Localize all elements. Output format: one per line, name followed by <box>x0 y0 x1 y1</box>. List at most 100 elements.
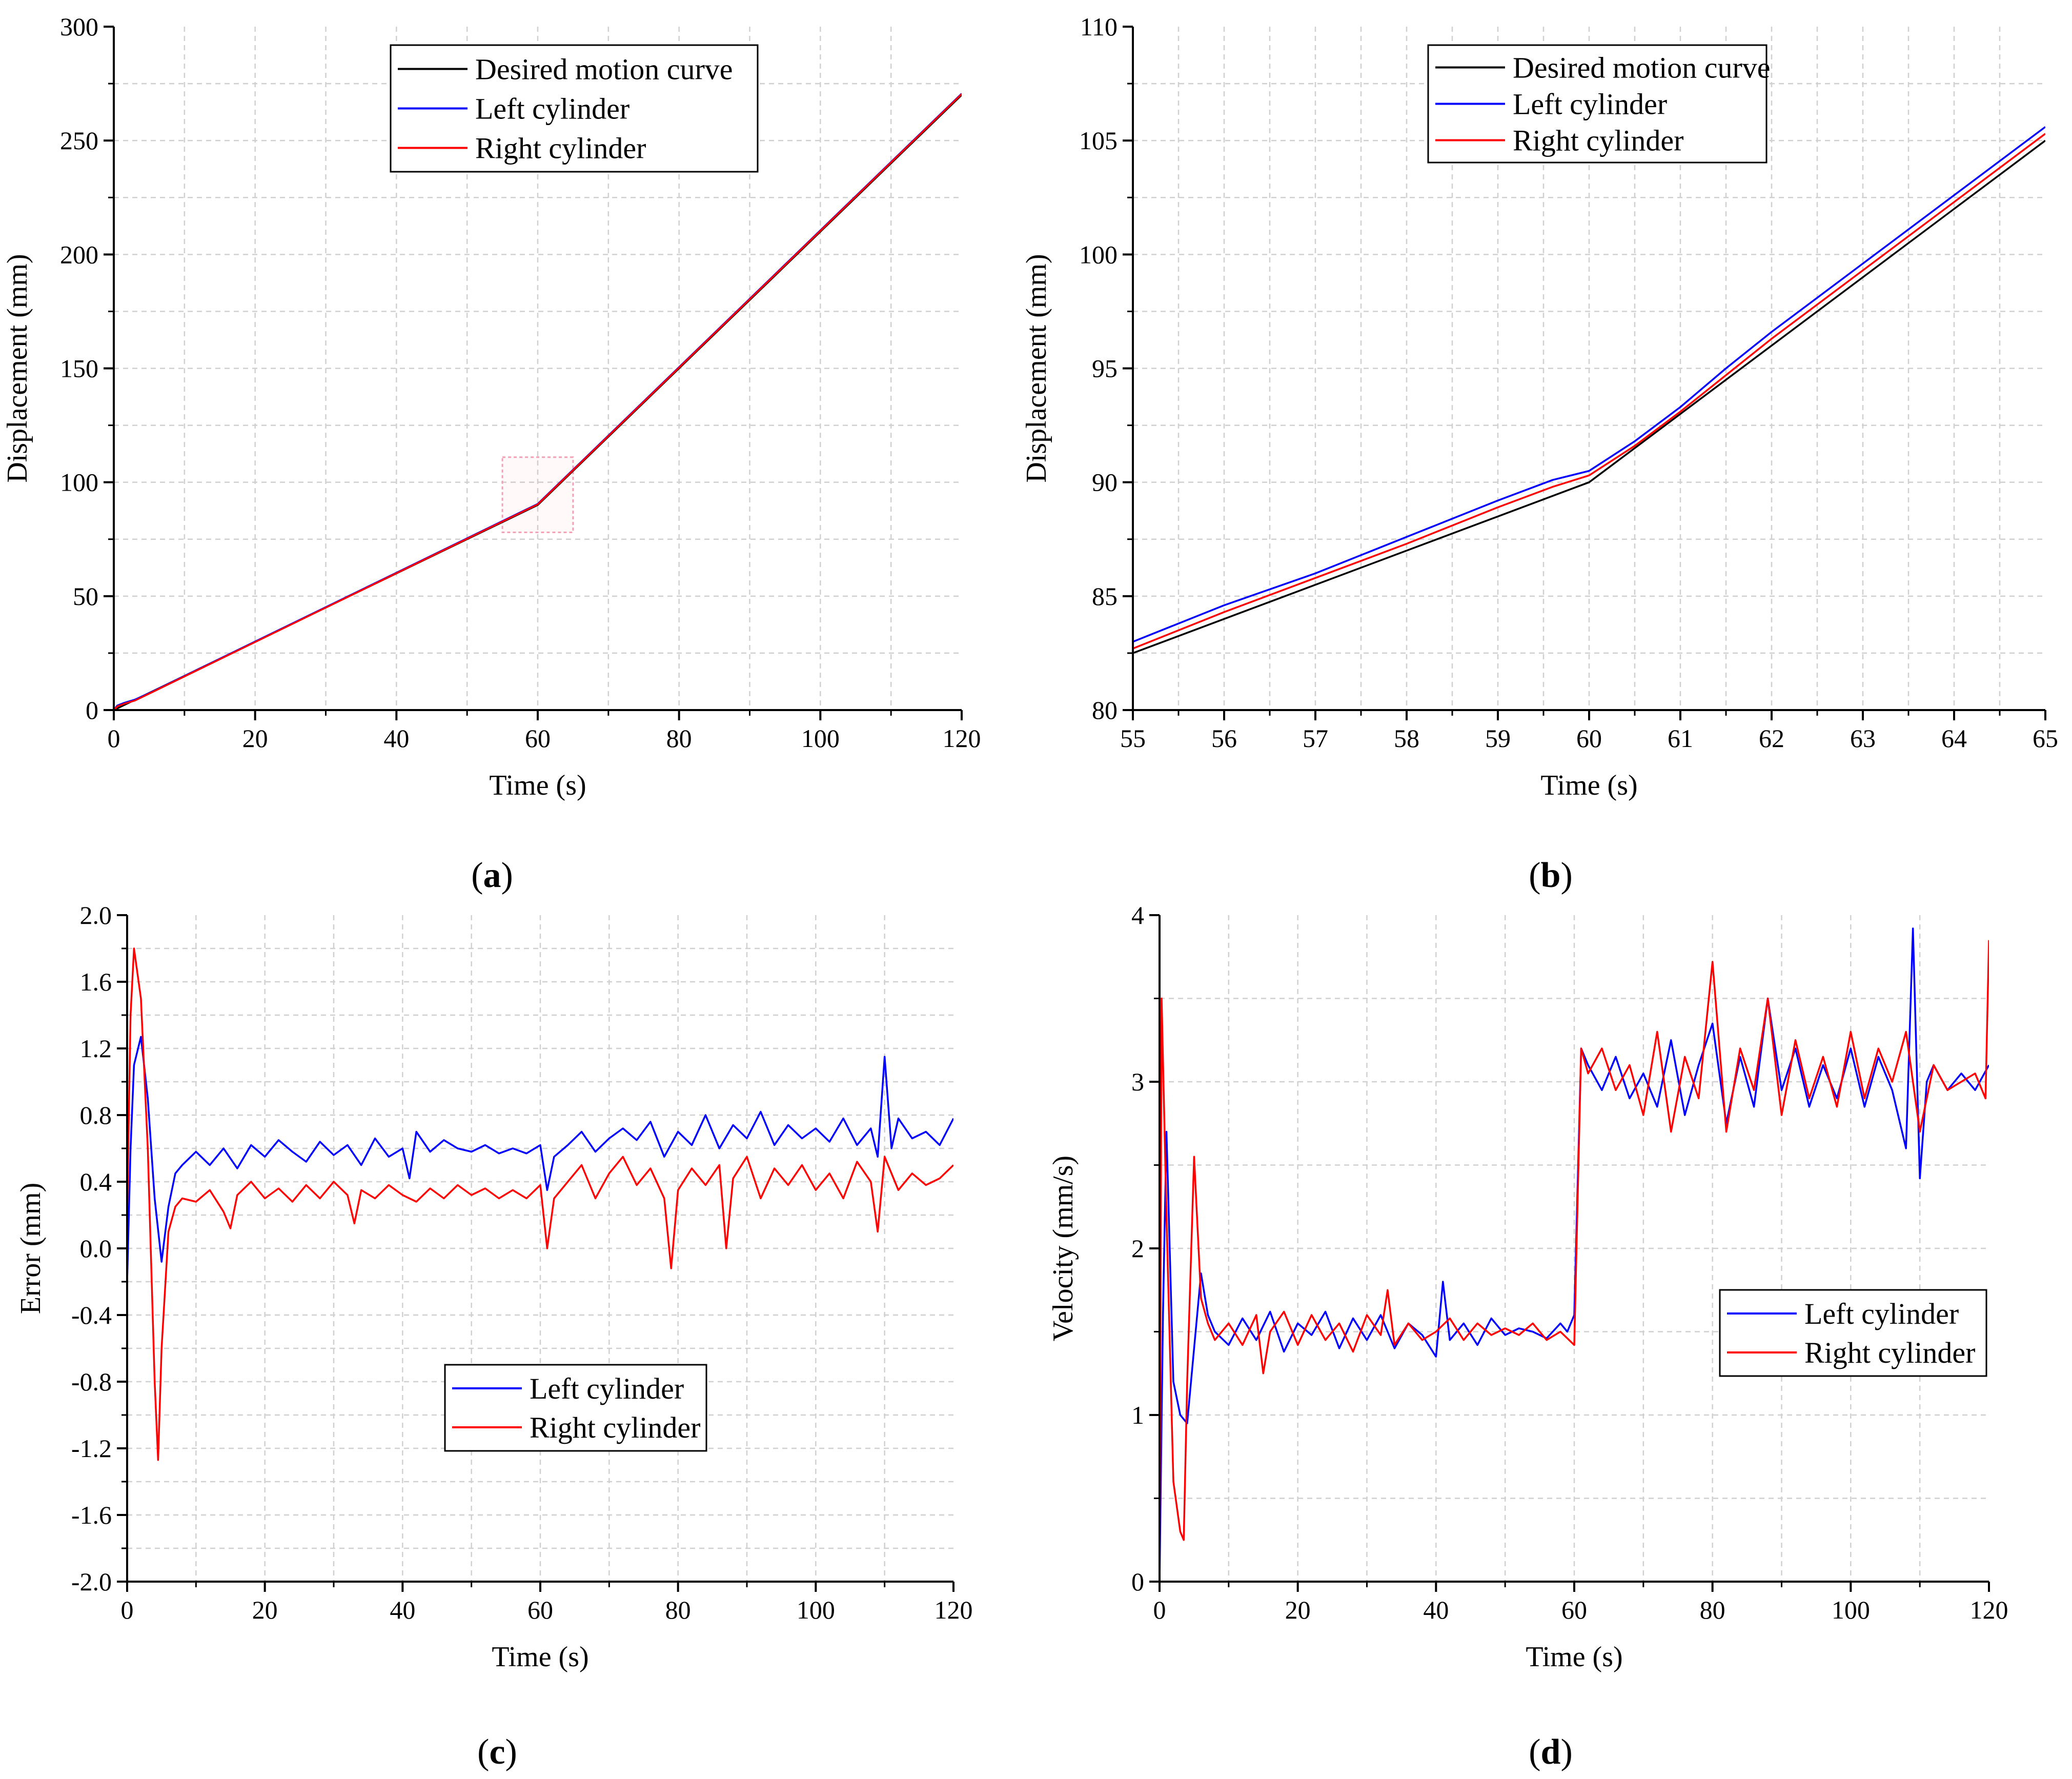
series-line-left-cylinder <box>1160 927 1989 1582</box>
x-tick-label: 61 <box>1668 724 1693 753</box>
series-line-right-cylinder <box>114 93 962 710</box>
panel-caption-letter: d <box>1541 1732 1561 1772</box>
x-axis-label: Time (s) <box>492 1641 588 1673</box>
y-tick-label: -2.0 <box>71 1567 112 1596</box>
series-line-right-cylinder <box>127 947 953 1461</box>
y-tick-label: 2.0 <box>80 901 112 929</box>
x-tick-label: 56 <box>1211 724 1237 753</box>
y-tick-label: 2 <box>1131 1234 1144 1263</box>
x-tick-label: 80 <box>665 1595 691 1624</box>
x-tick-label: 60 <box>525 724 551 753</box>
x-tick-label: 20 <box>242 724 268 753</box>
x-tick-label: 58 <box>1394 724 1419 753</box>
legend-label: Right cylinder <box>1513 124 1683 157</box>
panel-caption: (c) <box>477 1732 517 1772</box>
y-tick-label: 100 <box>1079 240 1118 269</box>
panel-c: 0 20 40 60 80 100 120 -2.0 -1.6 -1.2 -0.8 -0.4 0.0 0.… <box>15 901 973 1772</box>
x-tick-label: 60 <box>1576 724 1602 753</box>
y-tick-label: 0 <box>1131 1567 1144 1596</box>
x-tick-label: 57 <box>1303 724 1328 753</box>
x-tick-label: 80 <box>666 724 692 753</box>
x-tick-label: 59 <box>1485 724 1511 753</box>
x-tick-label: 100 <box>801 724 840 753</box>
x-axis-label: Time (s) <box>1540 770 1637 801</box>
legend-label: Desired motion curve <box>475 53 733 86</box>
panel-caption-letter: a <box>483 856 501 895</box>
legend-label: Right cylinder <box>1804 1336 1975 1369</box>
series-line-left-cylinder <box>1133 126 2045 643</box>
x-tick-label: 0 <box>108 724 120 753</box>
legend-label: Left cylinder <box>1804 1297 1959 1330</box>
x-tick-label: 20 <box>252 1595 278 1624</box>
y-axis-label: Displacement (mm) <box>1021 254 1052 482</box>
y-tick-label: -0.4 <box>71 1301 112 1329</box>
x-tick-label: 100 <box>797 1595 835 1624</box>
panel-caption: (b) <box>1529 856 1573 895</box>
y-tick-label: 110 <box>1080 12 1118 41</box>
panel-d: 0 20 40 60 80 100 120 0 1 2 3 4 Time (s) Velocity (mm… <box>1047 901 2008 1772</box>
x-tick-label: 80 <box>1700 1595 1725 1624</box>
x-tick-label: 62 <box>1759 724 1784 753</box>
y-tick-label: 0.8 <box>80 1101 112 1129</box>
x-tick-label: 40 <box>390 1595 415 1624</box>
series-line-desired-motion-curve <box>1133 139 2045 654</box>
legend-box <box>444 1364 707 1452</box>
x-tick-label: 40 <box>383 724 409 753</box>
series-group <box>1133 126 2045 654</box>
panel-caption-letter: b <box>1541 856 1561 895</box>
y-tick-label: 300 <box>60 12 98 41</box>
y-tick-label: 90 <box>1092 468 1118 497</box>
legend-label: Right cylinder <box>530 1411 700 1444</box>
y-tick-label: -1.2 <box>71 1434 112 1463</box>
grid <box>127 915 953 1582</box>
y-tick-label: 0.0 <box>80 1234 112 1263</box>
y-tick-label: 1.6 <box>80 967 112 996</box>
x-tick-label: 60 <box>527 1595 553 1624</box>
legend: Left cylinder Right cylinder <box>444 1364 707 1452</box>
legend: Left cylinder Right cylinder <box>1719 1289 1987 1377</box>
x-tick-label: 100 <box>1832 1595 1870 1624</box>
series-group <box>1160 927 1989 1582</box>
legend-box <box>1719 1289 1987 1377</box>
y-tick-label: 0.4 <box>80 1167 112 1196</box>
y-tick-label: 4 <box>1131 901 1144 929</box>
x-tick-label: 60 <box>1561 1595 1587 1624</box>
series-group <box>114 93 962 710</box>
x-axis-label: Time (s) <box>1526 1641 1622 1673</box>
series-line-right-cylinder <box>1133 133 2045 650</box>
y-tick-label: 200 <box>60 240 98 269</box>
x-tick-label: 120 <box>943 724 981 753</box>
y-tick-label: 105 <box>1079 126 1118 155</box>
grid <box>1160 915 1989 1582</box>
panel-caption-letter: c <box>489 1732 505 1772</box>
x-tick-label: 64 <box>1941 724 1967 753</box>
y-axis-label: Error (mm) <box>15 1183 47 1315</box>
legend-label: Left cylinder <box>475 92 629 126</box>
x-tick-label: 55 <box>1120 724 1146 753</box>
y-tick-label: -1.6 <box>71 1501 112 1529</box>
y-tick-label: 1 <box>1131 1401 1144 1429</box>
y-tick-label: 85 <box>1092 582 1118 611</box>
series-line-right-cylinder <box>1160 940 1989 1582</box>
y-tick-label: 0 <box>86 696 98 724</box>
y-axis-label: Displacement (mm) <box>2 254 33 482</box>
x-tick-label: 63 <box>1850 724 1876 753</box>
panel-caption: (d) <box>1529 1732 1573 1772</box>
legend-label: Left cylinder <box>530 1372 684 1405</box>
zoom-region-box <box>501 456 574 533</box>
y-tick-label: 3 <box>1131 1067 1144 1096</box>
y-tick-label: 1.2 <box>80 1034 112 1063</box>
y-tick-label: 150 <box>60 354 98 383</box>
series-line-left-cylinder <box>127 1036 953 1282</box>
legend-label: Left cylinder <box>1513 88 1667 121</box>
panel-a: 0 20 40 60 80 100 120 0 50 100 150 200 250 300 Time (s… <box>2 12 981 895</box>
x-tick-label: 65 <box>2033 724 2058 753</box>
y-tick-label: -0.8 <box>71 1367 112 1396</box>
x-tick-label: 0 <box>121 1595 134 1624</box>
y-tick-label: 250 <box>60 126 98 155</box>
x-tick-label: 120 <box>935 1595 973 1624</box>
x-tick-label: 0 <box>1153 1595 1166 1624</box>
